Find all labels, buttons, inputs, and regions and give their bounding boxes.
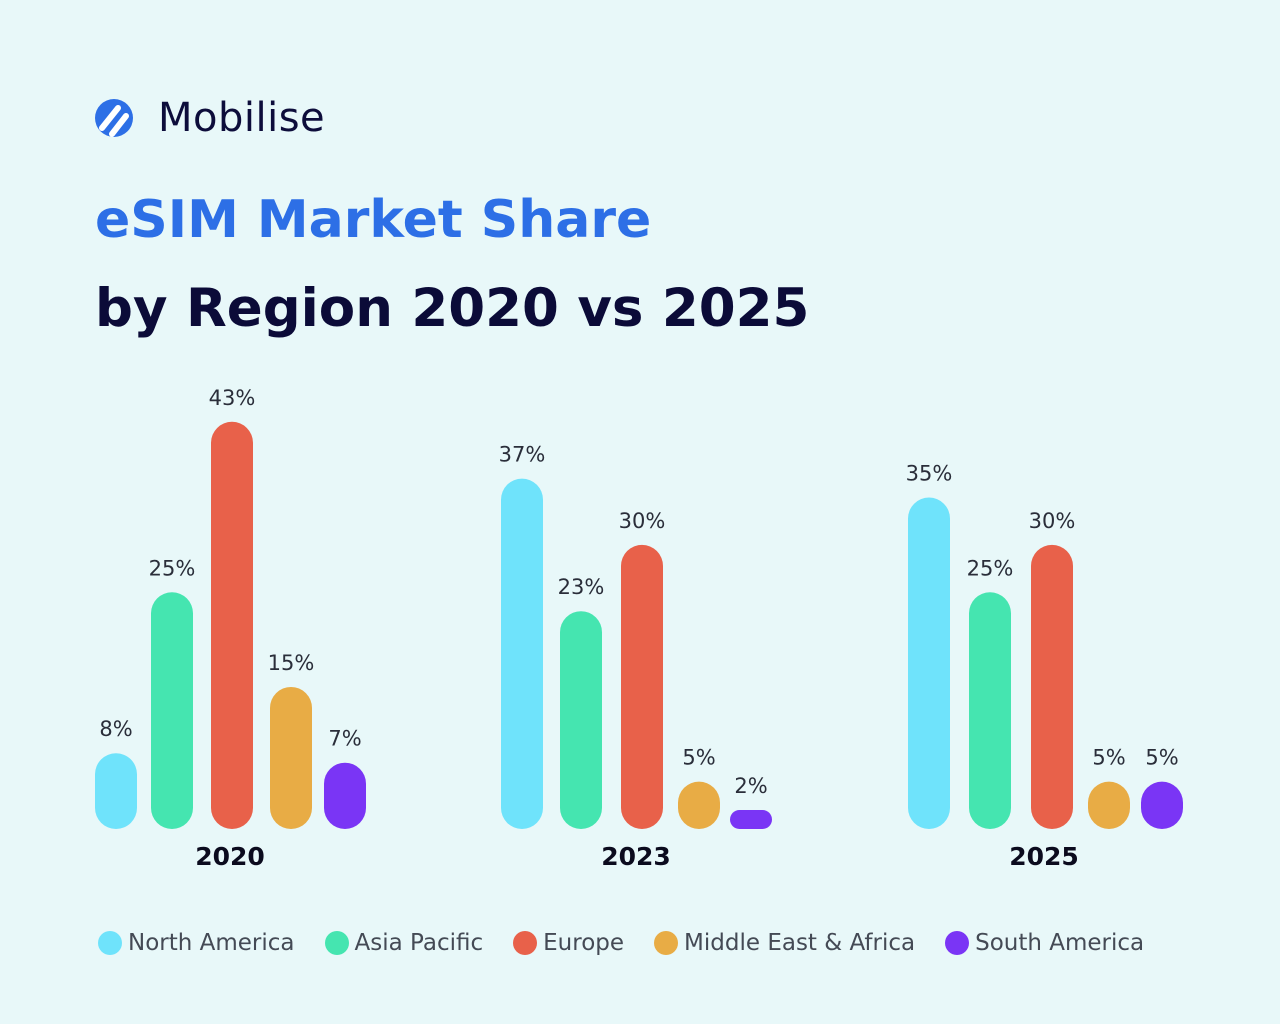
legend-label: North America bbox=[128, 930, 295, 956]
bar-2025-south-america bbox=[1141, 781, 1183, 829]
legend-item: Middle East & Africa bbox=[654, 930, 915, 956]
bar-2023-middle-east-africa bbox=[678, 781, 720, 829]
legend-item: North America bbox=[98, 930, 295, 956]
bar-2025-middle-east-africa bbox=[1088, 781, 1130, 829]
bar-2023-europe bbox=[621, 544, 663, 829]
bar-2020-middle-east-africa bbox=[270, 686, 312, 829]
bar-2023-north-america bbox=[501, 478, 543, 829]
data-label: 43% bbox=[209, 386, 256, 410]
legend-label: South America bbox=[975, 930, 1145, 956]
data-label: 7% bbox=[328, 727, 361, 751]
brand-name: Mobilise bbox=[158, 95, 326, 141]
data-label: 8% bbox=[99, 717, 132, 741]
bar-2020-north-america bbox=[95, 753, 137, 829]
data-label: 25% bbox=[149, 556, 196, 580]
legend-label: Europe bbox=[543, 930, 625, 956]
data-label: 25% bbox=[967, 556, 1014, 580]
bar-2020-asia-pacific bbox=[151, 592, 193, 829]
data-label: 5% bbox=[682, 746, 715, 770]
chart-title-line1: eSIM Market Share bbox=[95, 190, 652, 250]
bar-2020-south-america bbox=[324, 762, 366, 829]
legend-dot-icon bbox=[513, 931, 538, 955]
data-label: 30% bbox=[619, 509, 666, 533]
data-label: 2% bbox=[734, 774, 767, 798]
mobilise-logo-icon bbox=[95, 99, 133, 137]
legend-item: Europe bbox=[513, 930, 624, 956]
brand-logo: Mobilise bbox=[94, 95, 325, 141]
data-label: 30% bbox=[1029, 509, 1076, 533]
category-label: 2020 bbox=[195, 842, 265, 871]
bar-2023-south-america bbox=[730, 810, 772, 829]
bar-2020-europe bbox=[211, 421, 253, 829]
bar-2025-north-america bbox=[908, 497, 950, 829]
legend: North America Asia Pacific Europe Middle Ea… bbox=[98, 930, 1174, 956]
bar-2025-asia-pacific bbox=[969, 592, 1011, 829]
legend-label: Middle East & Africa bbox=[684, 930, 916, 956]
data-label: 37% bbox=[499, 443, 546, 467]
data-label: 23% bbox=[558, 575, 605, 599]
data-label: 5% bbox=[1145, 746, 1178, 770]
legend-dot-icon bbox=[654, 931, 679, 955]
legend-label: Asia Pacific bbox=[354, 930, 484, 956]
legend-dot-icon bbox=[324, 931, 349, 955]
data-label: 15% bbox=[268, 651, 315, 675]
legend-dot-icon bbox=[98, 931, 122, 955]
bar-2023-asia-pacific bbox=[560, 611, 602, 829]
chart-title-line2: by Region 2020 vs 2025 bbox=[95, 278, 810, 339]
bar-2025-europe bbox=[1031, 544, 1073, 829]
legend-item: Asia Pacific bbox=[324, 930, 484, 956]
data-label: 5% bbox=[1092, 746, 1125, 770]
legend-dot-icon bbox=[945, 931, 970, 955]
data-label: 35% bbox=[906, 462, 953, 486]
category-label: 2025 bbox=[1009, 842, 1079, 871]
legend-item: South America bbox=[945, 930, 1144, 956]
category-label: 2023 bbox=[601, 842, 671, 871]
